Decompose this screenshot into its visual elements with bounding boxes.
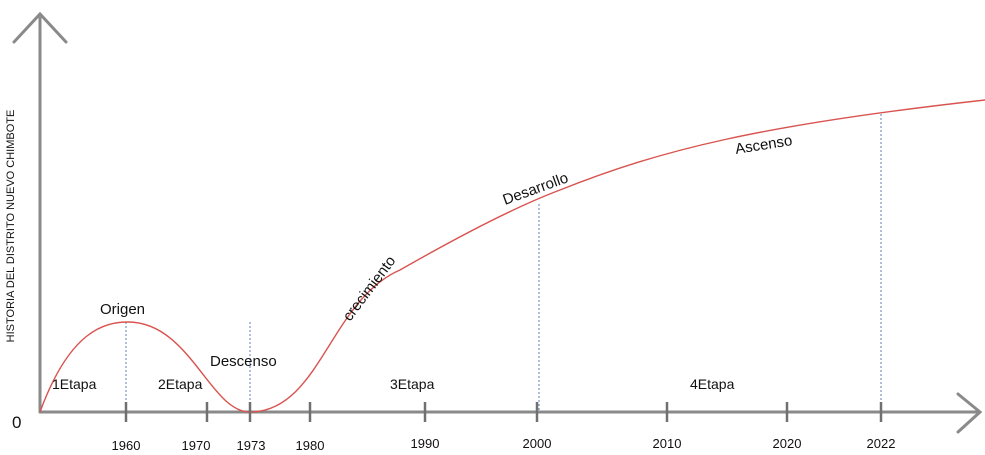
x-axis-arrow xyxy=(956,392,983,434)
phase-label-3: 3Etapa xyxy=(390,376,435,392)
annotations: Origen Descenso crecimiento Desarrollo A… xyxy=(100,132,793,370)
tick-label-1960: 1960 xyxy=(112,438,141,453)
tick-labels: 1960 1970 1973 1980 1990 2000 2010 2020 … xyxy=(112,436,896,453)
phase-label-1: 1Etapa xyxy=(52,376,97,392)
tick-label-1990: 1990 xyxy=(411,436,440,451)
tick-label-1973: 1973 xyxy=(237,438,266,453)
annotation-desarrollo: Desarrollo xyxy=(501,169,571,208)
tick-marks xyxy=(124,402,883,422)
history-curve xyxy=(39,99,985,413)
y-axis-arrow xyxy=(12,11,68,44)
tick-label-2020: 2020 xyxy=(773,436,802,451)
guide-lines xyxy=(125,114,882,412)
annotation-origen: Origen xyxy=(100,301,145,318)
annotation-descenso: Descenso xyxy=(210,353,277,370)
tick-label-2010: 2010 xyxy=(653,436,682,451)
tick-label-2000: 2000 xyxy=(523,436,552,451)
y-axis-label: HISTORIA DEL DISTRITO NUEVO CHIMBOTE xyxy=(5,110,17,343)
tick-label-2022: 2022 xyxy=(867,436,896,451)
axes xyxy=(12,11,983,434)
phase-label-2: 2Etapa xyxy=(158,376,203,392)
origin-zero-label: 0 xyxy=(12,413,21,432)
annotation-crecimiento: crecimiento xyxy=(340,253,400,324)
phase-label-4: 4Etapa xyxy=(690,376,735,392)
tick-label-1980: 1980 xyxy=(296,438,325,453)
tick-label-1970: 1970 xyxy=(182,438,211,453)
phase-labels: 1Etapa 2Etapa 3Etapa 4Etapa xyxy=(52,376,735,392)
